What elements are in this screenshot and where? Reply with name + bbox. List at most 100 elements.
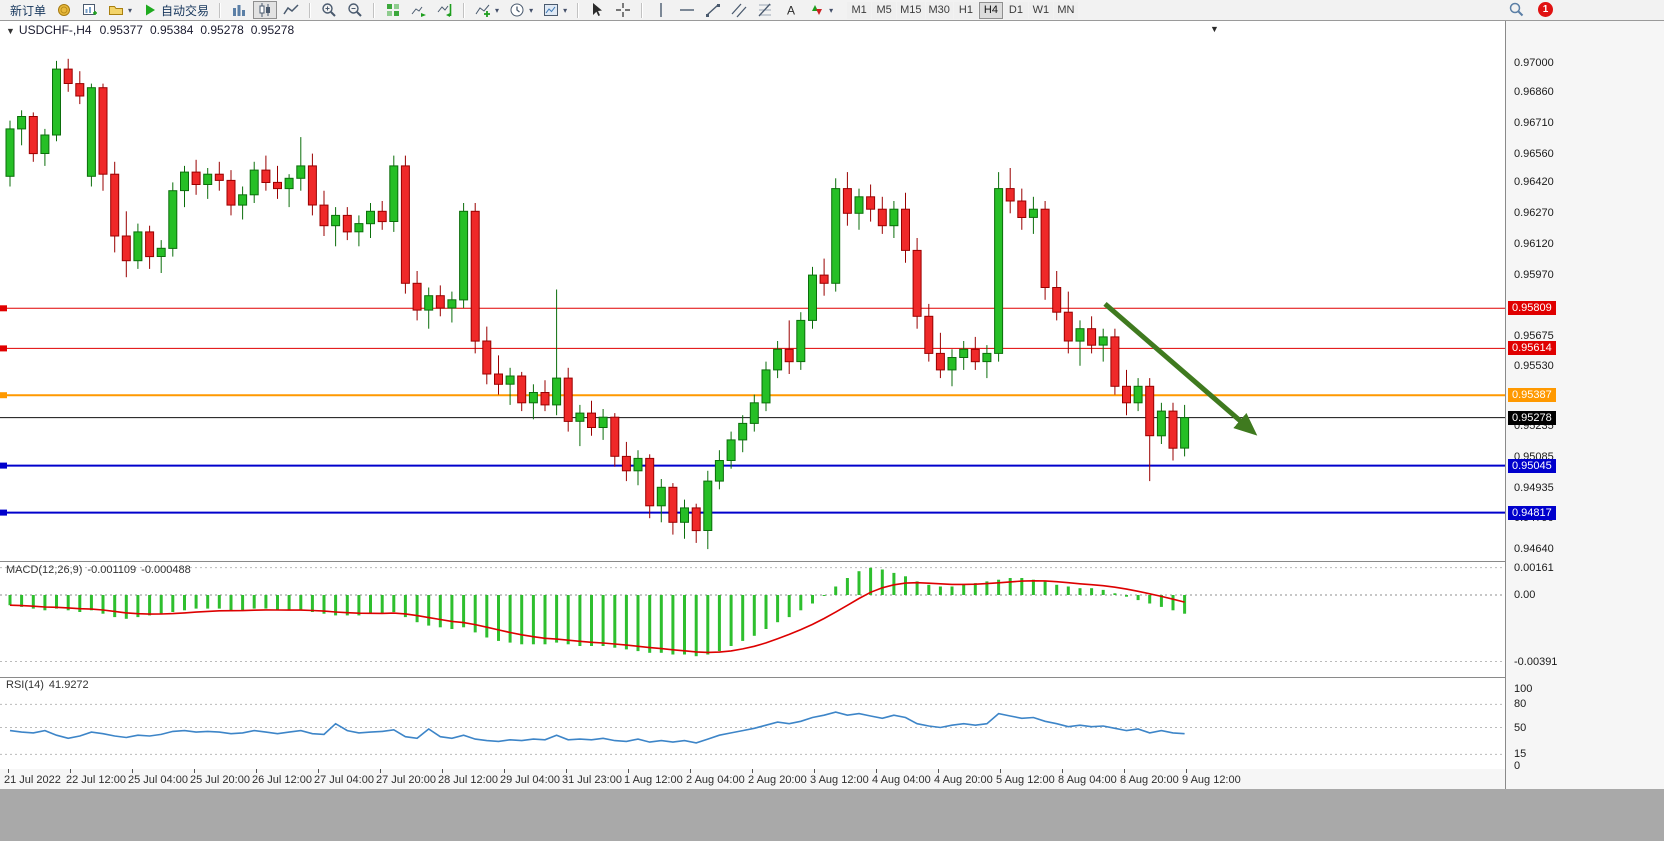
toolbar-right: 1 bbox=[1508, 1, 1553, 17]
open-value: 0.95377 bbox=[99, 23, 143, 37]
timeframe-toolbar: M1 M5 M15 M30 H1 H4 D1 W1 MN bbox=[847, 1, 1078, 19]
shift-icon bbox=[437, 2, 453, 18]
vertical-line-button[interactable] bbox=[649, 1, 673, 19]
macd-name: MACD(12,26,9) bbox=[6, 564, 83, 576]
auto-trading-button[interactable]: 自动交易 bbox=[138, 1, 213, 19]
time-label: 28 Jul 12:00 bbox=[438, 774, 498, 786]
collapse-panel-icon[interactable]: ▼ bbox=[6, 26, 15, 36]
crosshair-button[interactable] bbox=[611, 1, 635, 19]
candlestick-chart-button[interactable] bbox=[253, 1, 278, 19]
timeframe-w1[interactable]: W1 bbox=[1028, 1, 1053, 19]
high-value: 0.95384 bbox=[149, 23, 194, 37]
profiles-icon bbox=[108, 2, 124, 18]
price-tick: 0.94640 bbox=[1514, 543, 1554, 556]
zoom-out-button[interactable] bbox=[343, 1, 367, 19]
toolbar-separator bbox=[373, 2, 376, 18]
time-tick bbox=[256, 769, 257, 773]
fibonacci-button[interactable] bbox=[753, 1, 777, 19]
price-level-badge: 0.95387 bbox=[1508, 388, 1556, 403]
polyline-icon bbox=[283, 2, 299, 18]
price-tick: 0.96860 bbox=[1514, 85, 1554, 98]
text-icon: A bbox=[783, 2, 799, 18]
price-level-badge: 0.95809 bbox=[1508, 301, 1556, 316]
templates-button[interactable]: ▾ bbox=[539, 1, 571, 19]
trendline-button[interactable] bbox=[701, 1, 725, 19]
chart-shift-button[interactable] bbox=[433, 1, 457, 19]
timeframe-m15[interactable]: M15 bbox=[897, 1, 925, 19]
macd-tick: -0.00391 bbox=[1514, 655, 1558, 668]
text-label-button[interactable]: A bbox=[779, 1, 803, 19]
rsi-name: RSI(14) bbox=[6, 679, 44, 691]
time-tick bbox=[628, 769, 629, 773]
time-tick bbox=[132, 769, 133, 773]
macd-indicator-pane[interactable] bbox=[0, 562, 1505, 677]
rsi-tick: 15 bbox=[1514, 748, 1527, 761]
pane-separator[interactable] bbox=[0, 561, 1664, 562]
time-tick bbox=[1000, 769, 1001, 773]
fibo-icon bbox=[757, 2, 773, 18]
tile-windows-button[interactable] bbox=[381, 1, 405, 19]
price-axis[interactable]: 0.97000 0.96860 0.96710 0.96560 0.96420 0.962… bbox=[1505, 21, 1664, 789]
new-chart-icon[interactable] bbox=[78, 1, 102, 19]
market-seal-icon[interactable] bbox=[52, 1, 76, 19]
channel-button[interactable] bbox=[727, 1, 751, 19]
time-tick bbox=[380, 769, 381, 773]
horizontal-line-button[interactable] bbox=[675, 1, 699, 19]
time-label: 4 Aug 20:00 bbox=[934, 774, 993, 786]
price-chart[interactable] bbox=[0, 37, 1505, 561]
cursor-button[interactable] bbox=[585, 1, 609, 19]
cursor-icon bbox=[589, 2, 605, 18]
rsi-tick: 50 bbox=[1514, 721, 1527, 734]
zoom-in-button[interactable] bbox=[317, 1, 341, 19]
toolbar-separator bbox=[641, 2, 644, 18]
pane-separator[interactable] bbox=[0, 677, 1664, 678]
rsi-tick: 100 bbox=[1514, 683, 1533, 695]
crosshair-icon bbox=[615, 2, 631, 18]
price-level-badge: 0.95278 bbox=[1508, 410, 1556, 425]
trend-icon bbox=[705, 2, 721, 18]
hline-icon bbox=[679, 2, 695, 18]
coin-icon bbox=[56, 2, 72, 18]
timeframe-h1[interactable]: H1 bbox=[953, 1, 978, 19]
price-tick: 0.95675 bbox=[1514, 329, 1554, 342]
macd-label: MACD(12,26,9) -0.001109 -0.000488 bbox=[6, 564, 196, 576]
timeframe-mn[interactable]: MN bbox=[1053, 1, 1078, 19]
line-chart-button[interactable] bbox=[279, 1, 303, 19]
auto-trading-button-label: 自动交易 bbox=[161, 3, 210, 18]
timeframe-m30[interactable]: M30 bbox=[925, 1, 953, 19]
time-axis[interactable]: 21 Jul 2022 22 Jul 12:00 25 Jul 04:00 25 Ju… bbox=[0, 769, 1505, 789]
toolbar-separator bbox=[219, 2, 222, 18]
search-icon[interactable] bbox=[1508, 1, 1524, 17]
auto-scroll-button[interactable] bbox=[407, 1, 431, 19]
price-tick: 0.97000 bbox=[1514, 56, 1554, 69]
timeframe-m5[interactable]: M5 bbox=[872, 1, 897, 19]
arrows-button[interactable]: ▾ bbox=[805, 1, 837, 19]
rsi-indicator-pane[interactable] bbox=[0, 678, 1505, 769]
indicators-button[interactable]: ▾ bbox=[471, 1, 503, 19]
bars-icon bbox=[231, 2, 247, 18]
timeframe-m1[interactable]: M1 bbox=[847, 1, 872, 19]
macd-tick: 0.00161 bbox=[1514, 561, 1554, 574]
time-label: 27 Jul 20:00 bbox=[376, 774, 436, 786]
time-label: 25 Jul 20:00 bbox=[190, 774, 250, 786]
notification-badge[interactable]: 1 bbox=[1538, 1, 1553, 17]
chevron-down-icon: ▾ bbox=[563, 5, 568, 15]
candles-icon bbox=[257, 2, 273, 18]
svg-text:A: A bbox=[787, 4, 795, 18]
timeframe-d1[interactable]: D1 bbox=[1003, 1, 1028, 19]
new-order-button-label: 新订单 bbox=[10, 3, 47, 18]
timeframe-h4[interactable]: H4 bbox=[978, 1, 1003, 19]
periods-button[interactable]: ▾ bbox=[505, 1, 537, 19]
price-tick: 0.96270 bbox=[1514, 207, 1554, 220]
time-label: 25 Jul 04:00 bbox=[128, 774, 188, 786]
time-tick bbox=[690, 769, 691, 773]
new-order-button[interactable]: 新订单 bbox=[6, 1, 50, 19]
time-tick bbox=[318, 769, 319, 773]
bar-chart-button[interactable] bbox=[227, 1, 251, 19]
chart-profiles-icon[interactable]: ▾ bbox=[104, 1, 136, 19]
price-tick: 0.94935 bbox=[1514, 482, 1554, 495]
time-label: 21 Jul 2022 bbox=[4, 774, 61, 786]
time-label: 2 Aug 04:00 bbox=[686, 774, 745, 786]
time-label: 31 Jul 23:00 bbox=[562, 774, 622, 786]
